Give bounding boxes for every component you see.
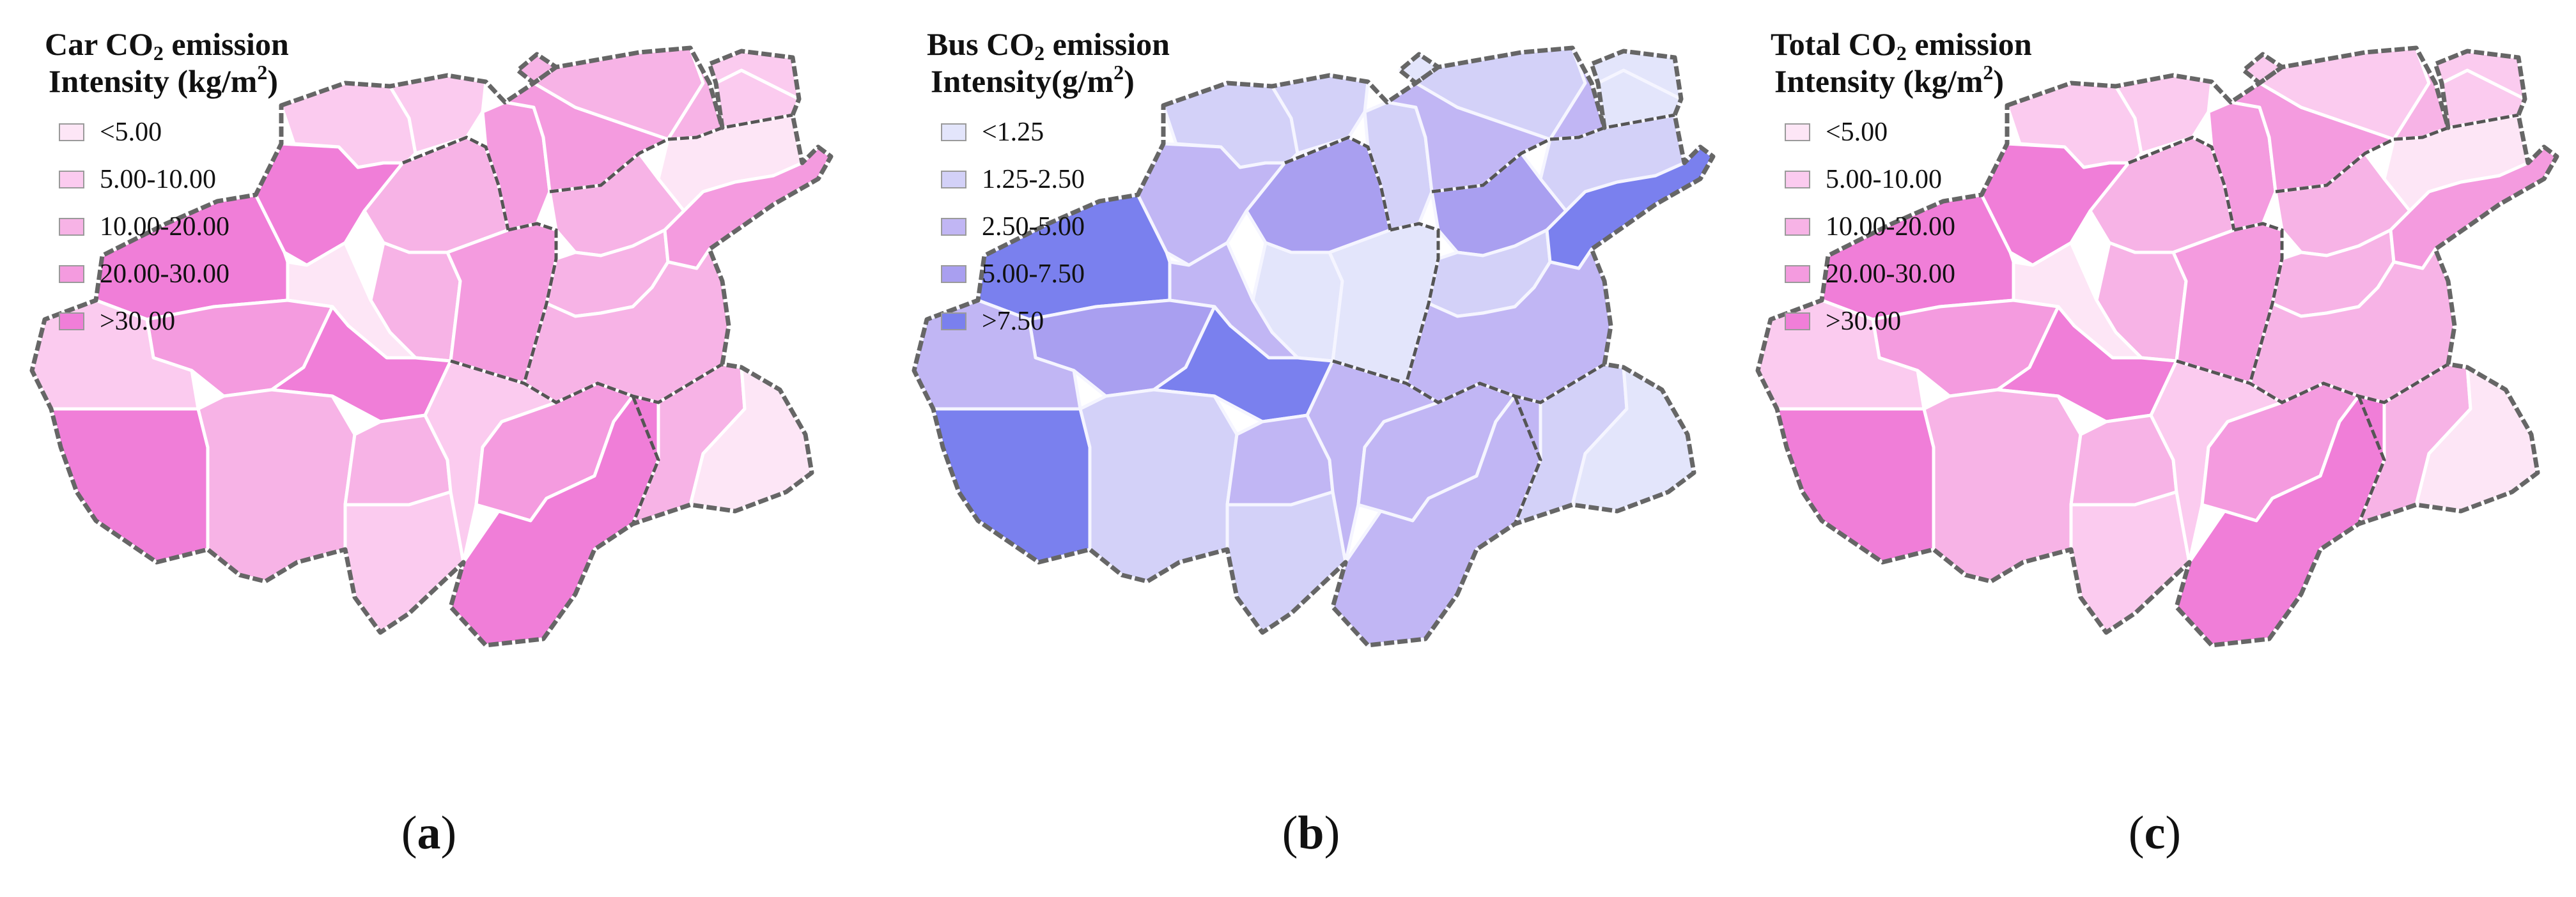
- district-boundary: [1332, 359, 1606, 404]
- legend-a: Car CO2 emission Intensity (kg/m2) <5.00…: [45, 26, 289, 345]
- legend-label: >30.00: [1826, 307, 1902, 336]
- legend-item: <5.00: [45, 109, 289, 156]
- legend-swatch: [941, 265, 966, 283]
- district-boundary: [450, 359, 724, 404]
- legend-title-c: Total CO2 emission Intensity (kg/m2): [1771, 26, 2032, 99]
- legend-item: 1.25-2.50: [927, 156, 1170, 203]
- legend-label: 20.00-30.00: [100, 259, 229, 289]
- legend-swatch: [1785, 312, 1810, 330]
- legend-items-a: <5.00 5.00-10.00 10.00-20.00 20.00-30.00…: [45, 109, 289, 345]
- legend-label: 2.50-5.00: [982, 212, 1085, 241]
- legend-swatch: [59, 123, 84, 141]
- choropleth-map-a: [29, 45, 834, 648]
- legend-c: Total CO2 emission Intensity (kg/m2) <5.…: [1771, 26, 2032, 345]
- study-area-outline: [29, 45, 834, 648]
- legend-item: >30.00: [45, 298, 289, 345]
- legend-label: <5.00: [100, 118, 162, 147]
- legend-swatch: [1785, 265, 1810, 283]
- legend-swatch: [941, 171, 966, 188]
- caption-c: (c): [2128, 807, 2182, 859]
- legend-item: 2.50-5.00: [927, 203, 1170, 250]
- legend-item: 5.00-10.00: [1771, 156, 2032, 203]
- map-regions: [30, 46, 833, 647]
- panel-c: Total CO2 emission Intensity (kg/m2) <5.…: [1726, 0, 2576, 897]
- legend-label: <1.25: [982, 118, 1044, 147]
- study-area-outline: [1755, 45, 2559, 648]
- legend-item: 5.00-10.00: [45, 156, 289, 203]
- district-boundary: [1431, 137, 1551, 194]
- legend-item: <1.25: [927, 109, 1170, 156]
- panel-a: Car CO2 emission Intensity (kg/m2) <5.00…: [0, 0, 850, 897]
- legend-swatch: [1785, 218, 1810, 236]
- legend-items-c: <5.00 5.00-10.00 10.00-20.00 20.00-30.00…: [1771, 109, 2032, 345]
- study-area-outline: [912, 45, 1716, 648]
- legend-swatch: [941, 218, 966, 236]
- district-boundary: [1390, 222, 1440, 384]
- legend-label: <5.00: [1826, 118, 1888, 147]
- legend-item: 20.00-30.00: [1771, 250, 2032, 298]
- legend-item: >30.00: [1771, 298, 2032, 345]
- choropleth-map-c: [1755, 45, 2559, 648]
- district-boundary: [631, 395, 660, 525]
- legend-swatch: [1785, 123, 1810, 141]
- legend-swatch: [941, 123, 966, 141]
- legend-item: 20.00-30.00: [45, 250, 289, 298]
- district-boundary: [2128, 135, 2236, 231]
- legend-title-b: Bus CO2 emission Intensity(g/m2): [927, 26, 1170, 99]
- legend-swatch: [59, 312, 84, 330]
- legend-swatch: [1785, 171, 1810, 188]
- legend-item: 10.00-20.00: [45, 203, 289, 250]
- legend-item: 10.00-20.00: [1771, 203, 2032, 250]
- district-boundary: [1513, 395, 1542, 525]
- district-boundary: [2233, 222, 2284, 384]
- choropleth-map-b: [912, 45, 1716, 648]
- legend-label: 10.00-20.00: [100, 212, 229, 241]
- legend-item: >7.50: [927, 298, 1170, 345]
- district-boundary: [2176, 359, 2449, 404]
- district-boundary: [549, 137, 669, 194]
- legend-item: <5.00: [1771, 109, 2032, 156]
- legend-label: 5.00-7.50: [982, 259, 1085, 289]
- district-boundary: [2393, 113, 2519, 141]
- legend-title-a: Car CO2 emission Intensity (kg/m2): [45, 26, 289, 99]
- district-boundary: [508, 222, 558, 384]
- legend-label: 1.25-2.50: [982, 165, 1085, 194]
- legend-swatch: [59, 218, 84, 236]
- district-boundary: [667, 113, 793, 141]
- legend-items-b: <1.25 1.25-2.50 2.50-5.00 5.00-7.50 >7.5…: [927, 109, 1170, 345]
- legend-label: 5.00-10.00: [100, 165, 216, 194]
- legend-b: Bus CO2 emission Intensity(g/m2) <1.25 1…: [927, 26, 1170, 345]
- district-boundary: [402, 135, 510, 231]
- legend-label: 5.00-10.00: [1826, 165, 1942, 194]
- map-regions: [1756, 46, 2559, 647]
- district-boundary: [1284, 135, 1392, 231]
- legend-label: >7.50: [982, 307, 1044, 336]
- legend-label: 10.00-20.00: [1826, 212, 1955, 241]
- legend-label: 20.00-30.00: [1826, 259, 1955, 289]
- legend-swatch: [59, 171, 84, 188]
- map-regions: [912, 46, 1715, 647]
- district-boundary: [2357, 395, 2386, 525]
- district-boundary: [2275, 137, 2395, 194]
- district-boundary: [1549, 113, 1675, 141]
- legend-swatch: [941, 312, 966, 330]
- legend-swatch: [59, 265, 84, 283]
- panel-b: Bus CO2 emission Intensity(g/m2) <1.25 1…: [882, 0, 1732, 897]
- legend-item: 5.00-7.50: [927, 250, 1170, 298]
- caption-b: (b): [1282, 807, 1340, 859]
- caption-a: (a): [401, 807, 457, 859]
- legend-label: >30.00: [100, 307, 176, 336]
